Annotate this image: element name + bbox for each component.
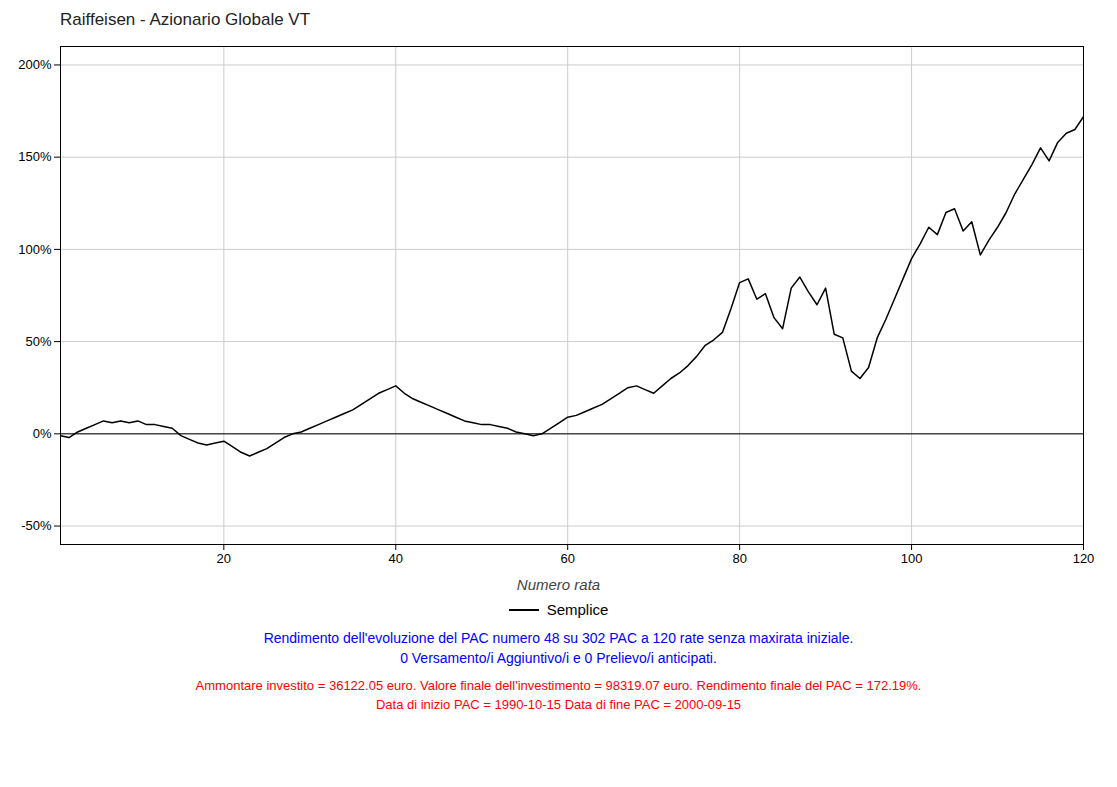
svg-text:80: 80 <box>732 551 746 566</box>
svg-text:200%: 200% <box>18 57 52 72</box>
svg-text:0%: 0% <box>33 426 52 441</box>
svg-text:60: 60 <box>560 551 574 566</box>
html-text:Ammontare investito = 36122.05: Ammontare investito = 36122.05 euro. Val… <box>195 678 922 693</box>
html-text:0 Versamento/i Aggiuntivo/i e: 0 Versamento/i Aggiuntivo/i e 0 Prelievo… <box>400 650 717 666</box>
html-text:Numero rata: Numero rata <box>516 576 601 593</box>
html-text:Rendimento dell'evoluzione del: Rendimento dell'evoluzione del PAC numer… <box>263 630 854 646</box>
svg-text:20: 20 <box>217 551 231 566</box>
svg-text:40: 40 <box>389 551 403 566</box>
html-text:Raiffeisen - Azionario Globale: Raiffeisen - Azionario Globale VT <box>60 10 311 29</box>
svg-text:100: 100 <box>901 551 923 566</box>
svg-text:100%: 100% <box>18 242 52 257</box>
svg-text:50%: 50% <box>25 334 51 349</box>
svg-text:-50%: -50% <box>21 518 52 533</box>
svg-text:150%: 150% <box>18 149 52 164</box>
html-text:Semplice: Semplice <box>546 601 609 618</box>
html-text:Data di inizio PAC = 1990-10-1: Data di inizio PAC = 1990-10-15 Data di … <box>375 697 742 712</box>
svg-text:120: 120 <box>1073 551 1095 566</box>
